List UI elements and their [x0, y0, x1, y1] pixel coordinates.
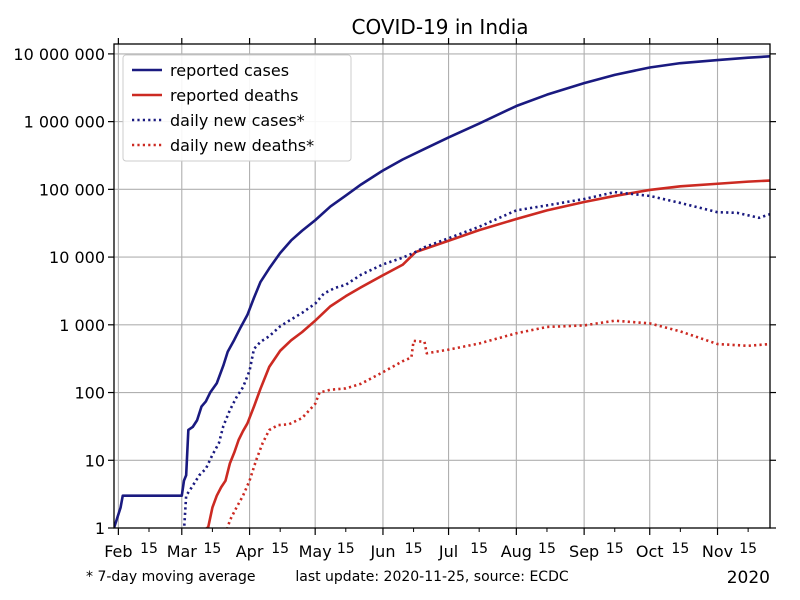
y-tick-label: 10 000 — [49, 248, 105, 267]
year-label: 2020 — [727, 568, 770, 588]
legend-label: daily new deaths* — [170, 136, 314, 155]
y-tick-label: 100 — [74, 384, 105, 403]
y-tick-label: 1 000 000 — [24, 113, 105, 132]
series-line-3 — [226, 319, 770, 528]
y-tick-label: 10 000 000 — [13, 45, 105, 64]
plot-frame — [113, 43, 771, 529]
x-month-label: Nov — [702, 542, 733, 561]
legend: reported cases reported deaths daily new c… — [122, 54, 352, 162]
series-line-1 — [205, 179, 770, 528]
footnote-source: last update: 2020-11-25, source: ECDC — [295, 569, 569, 585]
x-mid-label: 15 — [739, 541, 757, 557]
x-mid-label: 15 — [271, 541, 289, 557]
y-tick-label: 1 000 — [59, 316, 105, 335]
x-mid-label: 15 — [671, 541, 689, 557]
chart-title: COVID-19 in India — [351, 15, 528, 39]
y-tick-label: 1 — [95, 519, 105, 538]
footnote-moving-average: * 7-day moving average — [86, 569, 256, 585]
legend-label: daily new cases* — [170, 111, 305, 130]
x-mid-label: 15 — [538, 541, 556, 557]
legend-label: reported cases — [170, 61, 289, 80]
x-mid-label: 15 — [203, 541, 221, 557]
x-month-label: Sep — [569, 542, 599, 561]
x-mid-label: 15 — [606, 541, 624, 557]
series-line-0 — [114, 55, 770, 528]
x-mid-label: 15 — [337, 541, 355, 557]
x-month-label: May — [299, 542, 332, 561]
y-tick-label: 100 000 — [39, 180, 105, 199]
x-month-label: Jul — [438, 542, 458, 561]
series-line-2 — [182, 190, 770, 528]
x-axis: Feb Mar Apr May Jun Jul Aug Sep Oct Nov 15 15 15 15 15… — [104, 38, 757, 561]
x-mid-label: 15 — [405, 541, 423, 557]
x-month-label: Jun — [369, 542, 395, 561]
x-month-label: Mar — [167, 542, 198, 561]
x-month-label: Aug — [501, 542, 532, 561]
x-month-label: Oct — [636, 542, 664, 561]
y-tick-label: 10 — [85, 451, 105, 470]
x-month-label: Feb — [104, 542, 132, 561]
x-month-label: Apr — [236, 542, 264, 561]
x-mid-label: 15 — [470, 541, 488, 557]
legend-box — [122, 54, 352, 162]
x-mid-label: 15 — [140, 541, 158, 557]
legend-label: reported deaths — [170, 86, 299, 105]
y-axis: 1 10 100 1 000 10 000 100 000 1 000 000 10 000 … — [13, 45, 776, 538]
series-lines — [114, 55, 770, 528]
